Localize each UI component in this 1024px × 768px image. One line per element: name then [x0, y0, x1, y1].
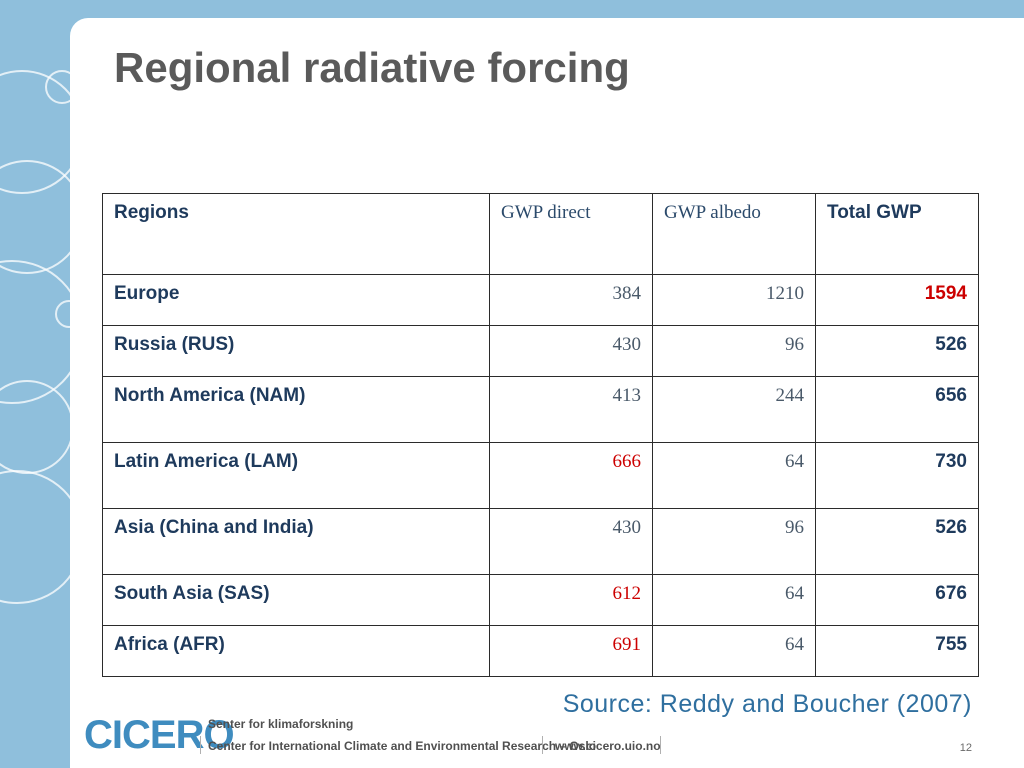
table-row: Russia (RUS) 430 96 526	[102, 325, 979, 377]
gwp-direct-cell: 691	[489, 625, 653, 677]
table-row: Africa (AFR) 691 64 755	[102, 625, 979, 677]
total-gwp-cell: 526	[815, 508, 979, 575]
gwp-albedo-cell: 244	[652, 376, 816, 443]
gwp-direct-cell: 430	[489, 508, 653, 575]
total-gwp-cell: 730	[815, 442, 979, 509]
footer-divider	[200, 736, 201, 754]
total-gwp-cell: 676	[815, 574, 979, 626]
gwp-albedo-cell: 64	[652, 574, 816, 626]
region-cell: South Asia (SAS)	[102, 574, 490, 626]
forcing-table: Regions GWP direct GWP albedo Total GWP …	[102, 193, 979, 677]
gwp-albedo-cell: 64	[652, 442, 816, 509]
gwp-albedo-cell: 64	[652, 625, 816, 677]
region-cell: Asia (China and India)	[102, 508, 490, 575]
gwp-albedo-cell: 1210	[652, 274, 816, 326]
page-number: 12	[959, 742, 972, 754]
footer-url: www.cicero.uio.no	[555, 739, 661, 753]
table-row: Asia (China and India) 430 96 526	[102, 508, 979, 575]
total-gwp-cell: 526	[815, 325, 979, 377]
region-cell: Russia (RUS)	[102, 325, 490, 377]
footer-org-english: Center for International Climate and Env…	[208, 739, 597, 753]
total-gwp-cell: 656	[815, 376, 979, 443]
slide-title: Regional radiative forcing	[114, 44, 630, 91]
total-gwp-cell: 1594	[815, 274, 979, 326]
region-cell: Africa (AFR)	[102, 625, 490, 677]
gwp-direct-cell: 384	[489, 274, 653, 326]
table-row: South Asia (SAS) 612 64 676	[102, 574, 979, 626]
table-row: North America (NAM) 413 244 656	[102, 376, 979, 443]
cicero-logo: CICERO	[84, 713, 235, 757]
total-gwp-cell: 755	[815, 625, 979, 677]
decorative-bubble	[0, 380, 74, 474]
footer-org-norwegian: Senter for klimaforskning	[208, 717, 354, 731]
source-citation: Source: Reddy and Boucher (2007)	[562, 690, 972, 718]
gwp-direct-cell: 612	[489, 574, 653, 626]
header-gwp-albedo: GWP albedo	[652, 193, 816, 275]
gwp-albedo-cell: 96	[652, 508, 816, 575]
table-row: Latin America (LAM) 666 64 730	[102, 442, 979, 509]
gwp-direct-cell: 666	[489, 442, 653, 509]
region-cell: North America (NAM)	[102, 376, 490, 443]
gwp-direct-cell: 430	[489, 325, 653, 377]
gwp-direct-cell: 413	[489, 376, 653, 443]
table-header-row: Regions GWP direct GWP albedo Total GWP	[102, 193, 979, 275]
gwp-albedo-cell: 96	[652, 325, 816, 377]
header-regions: Regions	[102, 193, 490, 275]
header-total-gwp: Total GWP	[815, 193, 979, 275]
region-cell: Latin America (LAM)	[102, 442, 490, 509]
footer-divider	[660, 736, 661, 754]
header-gwp-direct: GWP direct	[489, 193, 653, 275]
region-cell: Europe	[102, 274, 490, 326]
footer-divider	[542, 736, 543, 754]
table-row: Europe 384 1210 1594	[102, 274, 979, 326]
